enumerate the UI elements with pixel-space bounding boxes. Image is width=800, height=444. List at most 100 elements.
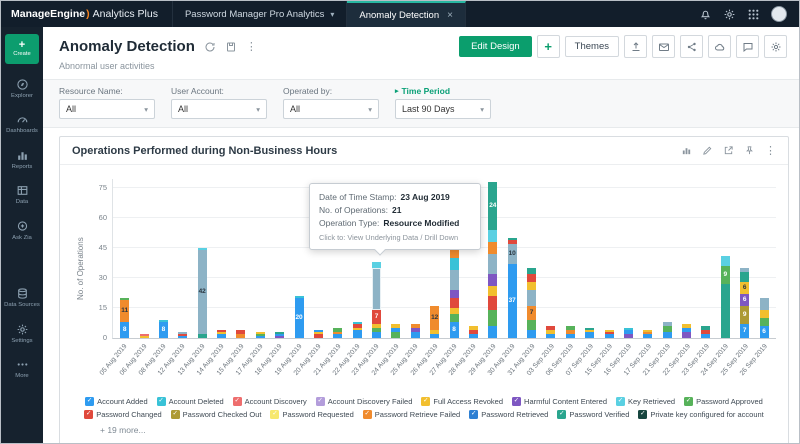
bar-22-sep-2019[interactable] [682, 324, 692, 338]
bar-segment[interactable] [391, 332, 401, 338]
legend-checkbox[interactable]: ✓ [232, 397, 242, 406]
bar-segment[interactable] [720, 284, 730, 338]
bar-segment[interactable] [759, 310, 769, 318]
bar-segment[interactable] [275, 336, 285, 338]
bar-07-sep-2019[interactable] [585, 328, 595, 338]
bar-segment[interactable]: 12 [430, 306, 440, 330]
workspace-switcher[interactable]: Password Manager Pro Analytics ▾ [171, 1, 348, 27]
legend-checkbox[interactable]: ✓ [469, 410, 479, 419]
bar-segment[interactable]: 6 [740, 282, 750, 294]
gear-icon[interactable] [723, 8, 736, 21]
bar-segment[interactable]: 11 [120, 300, 130, 322]
bar-segment[interactable] [139, 334, 149, 336]
bar-29-aug-2019[interactable]: 24 [488, 182, 498, 338]
bar-segment[interactable] [294, 296, 304, 298]
bar-segment[interactable] [701, 334, 711, 338]
share-button[interactable] [680, 35, 703, 58]
bar-segment[interactable] [740, 272, 750, 282]
bar-segment[interactable] [759, 318, 769, 326]
bar-13-aug-2019[interactable]: 42 [197, 248, 207, 338]
bar-21-aug-2019[interactable] [333, 328, 343, 338]
legend-checkbox[interactable]: ✓ [315, 397, 325, 406]
bar-segment[interactable] [701, 330, 711, 334]
legend-item-password-approved[interactable]: ✓ Password Approved [684, 397, 763, 406]
legend-item-password-changed[interactable]: ✓ Password Changed [84, 410, 162, 419]
bar-segment[interactable] [759, 298, 769, 310]
bar-segment[interactable] [546, 326, 556, 330]
bar-segment[interactable] [740, 268, 750, 272]
bar-15-sep-2019[interactable] [604, 330, 614, 338]
bar-segment[interactable] [604, 334, 614, 338]
bar-segment[interactable] [643, 332, 653, 334]
comments-button[interactable] [736, 35, 759, 58]
bar-30-aug-2019[interactable]: 37 10 [507, 238, 517, 338]
bar-segment[interactable]: 8 [120, 322, 130, 338]
bar-segment[interactable] [604, 332, 614, 334]
legend-checkbox[interactable]: ✓ [638, 410, 648, 419]
bar-segment[interactable] [120, 298, 130, 300]
bar-segment[interactable] [507, 238, 517, 240]
legend-item-key-retrieved[interactable]: ✓ Key Retrieved [616, 397, 675, 406]
legend-item-account-added[interactable]: ✓ Account Added [85, 397, 148, 406]
filter-select[interactable]: Last 90 Days ▾ [395, 99, 491, 119]
bar-31-aug-2019[interactable]: 7 [527, 268, 537, 338]
edit-pencil-icon[interactable] [702, 145, 713, 156]
bar-segment[interactable] [527, 320, 537, 330]
bar-segment[interactable] [585, 330, 595, 332]
bar-segment[interactable] [178, 332, 188, 334]
bar-segment[interactable] [430, 330, 440, 334]
bar-03-sep-2019[interactable] [546, 326, 556, 338]
bar-26-aug-2019[interactable]: 12 [430, 306, 440, 338]
bar-segment[interactable] [585, 332, 595, 338]
bar-segment[interactable] [527, 282, 537, 290]
bar-segment[interactable] [701, 326, 711, 330]
legend-checkbox[interactable]: ✓ [84, 410, 94, 419]
bar-segment[interactable] [623, 330, 633, 334]
bar-segment[interactable]: 8 [449, 322, 459, 338]
bar-segment[interactable] [488, 296, 498, 310]
bar-segment[interactable] [488, 242, 498, 254]
bar-16-sep-2019[interactable] [623, 328, 633, 338]
bar-segment[interactable] [236, 330, 246, 334]
bar-segment[interactable] [604, 330, 614, 332]
bar-segment[interactable] [410, 328, 420, 332]
bar-segment[interactable] [255, 334, 265, 336]
bar-segment[interactable]: 6 [759, 326, 769, 338]
bar-segment[interactable]: 37 [507, 264, 517, 338]
panel-menu-icon[interactable]: ⋮ [765, 145, 776, 157]
bar-segment[interactable] [682, 324, 692, 328]
bar-segment[interactable] [313, 334, 323, 338]
bar-15-aug-2019[interactable] [236, 330, 246, 338]
bar-14-aug-2019[interactable] [217, 330, 227, 338]
export-button[interactable] [624, 35, 647, 58]
legend-checkbox[interactable]: ✓ [362, 410, 372, 419]
bar-17-aug-2019[interactable] [255, 332, 265, 338]
bar-segment[interactable] [313, 332, 323, 334]
filter-select[interactable]: All ▾ [283, 99, 379, 119]
open-in-new-icon[interactable] [723, 145, 734, 156]
bar-segment[interactable] [372, 332, 382, 338]
bar-segment[interactable] [372, 262, 382, 268]
bar-segment[interactable] [352, 330, 362, 338]
bar-segment[interactable] [391, 324, 401, 328]
filter-select[interactable]: All ▾ [171, 99, 267, 119]
bar-segment[interactable]: 24 [488, 182, 498, 230]
bar-segment[interactable] [488, 254, 498, 274]
bar-segment[interactable] [546, 330, 556, 334]
themes-button[interactable]: Themes [564, 36, 619, 57]
filter-select[interactable]: All ▾ [59, 99, 155, 119]
legend-checkbox[interactable]: ✓ [557, 410, 567, 419]
bar-segment[interactable] [546, 334, 556, 338]
publish-cloud-button[interactable] [708, 35, 731, 58]
legend-item-account-deleted[interactable]: ✓ Account Deleted [156, 397, 224, 406]
bar-segment[interactable] [178, 336, 188, 338]
legend-checkbox[interactable]: ✓ [421, 397, 431, 406]
bar-segment[interactable] [565, 326, 575, 330]
bell-icon[interactable] [699, 8, 712, 21]
legend-checkbox[interactable]: ✓ [270, 410, 280, 419]
edit-design-button[interactable]: Edit Design [459, 36, 532, 57]
bar-19-aug-2019[interactable]: 20 [294, 296, 304, 338]
bar-18-aug-2019[interactable] [275, 332, 285, 338]
bar-25-aug-2019[interactable] [410, 324, 420, 338]
bar-segment[interactable] [197, 248, 207, 250]
